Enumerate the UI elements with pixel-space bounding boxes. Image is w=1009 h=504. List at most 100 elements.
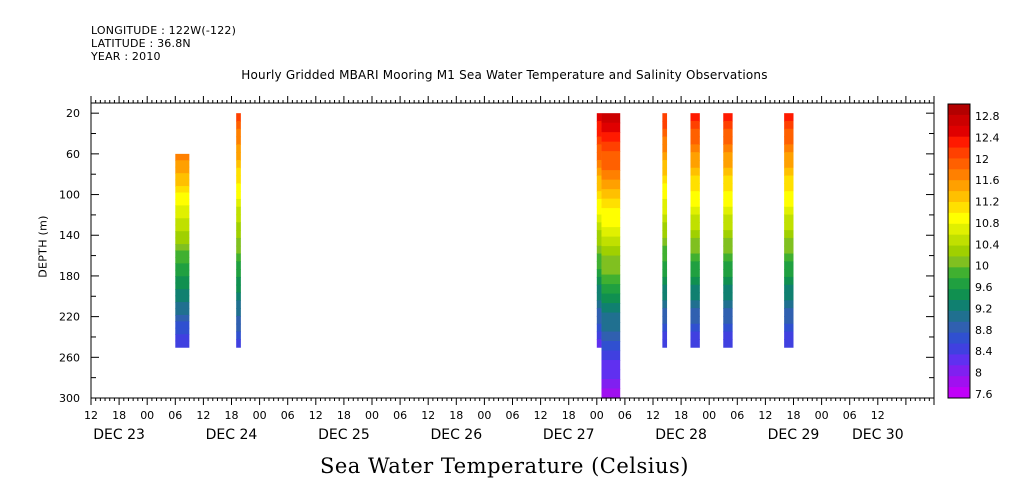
data-cell: [236, 222, 241, 231]
data-cell: [236, 339, 241, 348]
data-cell: [601, 160, 621, 171]
colorbar-label: 9.6: [975, 281, 993, 294]
data-cell: [596, 144, 602, 153]
x-tick-label: 06: [618, 409, 632, 422]
data-cell: [784, 152, 794, 161]
data-cell: [662, 300, 668, 309]
data-cell: [690, 292, 700, 301]
data-cell: [596, 308, 602, 317]
x-tick-label: 18: [225, 409, 239, 422]
data-cell: [601, 189, 621, 200]
colorbar-label: 10.4: [975, 238, 1000, 251]
data-cell: [690, 144, 700, 153]
data-cell: [784, 323, 794, 333]
data-cell: [596, 167, 602, 177]
data-cell: [784, 128, 794, 138]
data-cell: [175, 334, 190, 342]
data-cell: [601, 312, 621, 323]
data-cell: [723, 175, 733, 184]
data-cell: [690, 300, 700, 309]
data-cell: [690, 206, 700, 216]
data-cell: [175, 321, 190, 329]
data-cell: [690, 331, 700, 340]
data-cell: [723, 183, 733, 192]
colorbar-label: 8: [975, 367, 982, 380]
data-cell: [662, 206, 668, 216]
colorbar-swatch: [948, 278, 970, 290]
data-cell: [175, 231, 190, 239]
x-axis-title: Sea Water Temperature (Celsius): [319, 454, 689, 478]
data-cell: [690, 323, 700, 333]
data-cell: [723, 214, 733, 223]
data-cell: [662, 152, 668, 161]
data-cell: [175, 244, 190, 252]
data-cell: [690, 175, 700, 184]
colorbar-label: 9.2: [975, 302, 993, 315]
data-cell: [723, 128, 733, 138]
colorbar-swatch: [948, 212, 970, 225]
colorbar-swatch: [948, 343, 970, 355]
data-cell: [236, 191, 241, 200]
data-cell: [662, 113, 668, 122]
data-cell: [690, 120, 700, 130]
data-cell: [236, 214, 241, 223]
data-cell: [236, 245, 241, 255]
colorbar-label: 11.2: [975, 196, 1000, 209]
data-cell: [662, 214, 668, 223]
data-cell: [690, 315, 700, 325]
data-cell: [236, 284, 241, 294]
data-cell: [784, 292, 794, 301]
y-tick-label: 180: [59, 270, 80, 283]
data-cell: [236, 113, 241, 122]
data-cell: [175, 166, 190, 174]
data-cell: [601, 113, 621, 124]
data-cell: [723, 292, 733, 301]
data-cell: [601, 331, 621, 342]
data-cell: [175, 179, 190, 187]
data-cell: [596, 159, 602, 169]
data-cell: [596, 331, 602, 340]
data-cell: [690, 198, 700, 208]
x-tick-label: 18: [112, 409, 126, 422]
data-cell: [723, 222, 733, 231]
data-cell: [690, 230, 700, 239]
y-tick-label: 260: [59, 351, 80, 364]
colorbar-swatch: [948, 256, 970, 268]
data-cell: [723, 261, 733, 270]
data-cell: [690, 191, 700, 200]
data-cell: [690, 245, 700, 255]
data-cell: [723, 339, 733, 348]
data-cell: [662, 183, 668, 192]
data-cell: [596, 191, 602, 200]
data-cell: [601, 179, 621, 190]
data-cell: [236, 198, 241, 208]
data-cell: [596, 183, 602, 192]
x-tick-label: 00: [702, 409, 716, 422]
data-cell: [601, 265, 621, 276]
data-cell: [596, 206, 602, 216]
data-cell: [601, 198, 621, 209]
data-cell: [723, 191, 733, 200]
x-tick-label: 12: [534, 409, 548, 422]
colorbar-swatch: [948, 180, 970, 192]
x-tick-label: 18: [337, 409, 351, 422]
data-cell: [662, 276, 668, 286]
data-cell: [723, 113, 733, 122]
data-cell: [175, 256, 190, 264]
data-cell: [175, 282, 190, 290]
data-cell: [784, 183, 794, 192]
data-cell: [784, 191, 794, 200]
data-cell: [690, 237, 700, 247]
data-cell: [236, 237, 241, 247]
data-cell: [690, 261, 700, 270]
x-date-label: DEC 29: [768, 427, 820, 443]
data-cell: [596, 136, 602, 145]
x-tick-label: 12: [421, 409, 435, 422]
colorbar-swatch: [948, 191, 970, 203]
x-tick-label: 00: [140, 409, 154, 422]
colorbar-swatch: [948, 376, 970, 388]
data-cell: [175, 173, 190, 181]
x-tick-label: 12: [309, 409, 323, 422]
x-date-label: DEC 25: [318, 427, 370, 443]
x-tick-label: 18: [674, 409, 688, 422]
